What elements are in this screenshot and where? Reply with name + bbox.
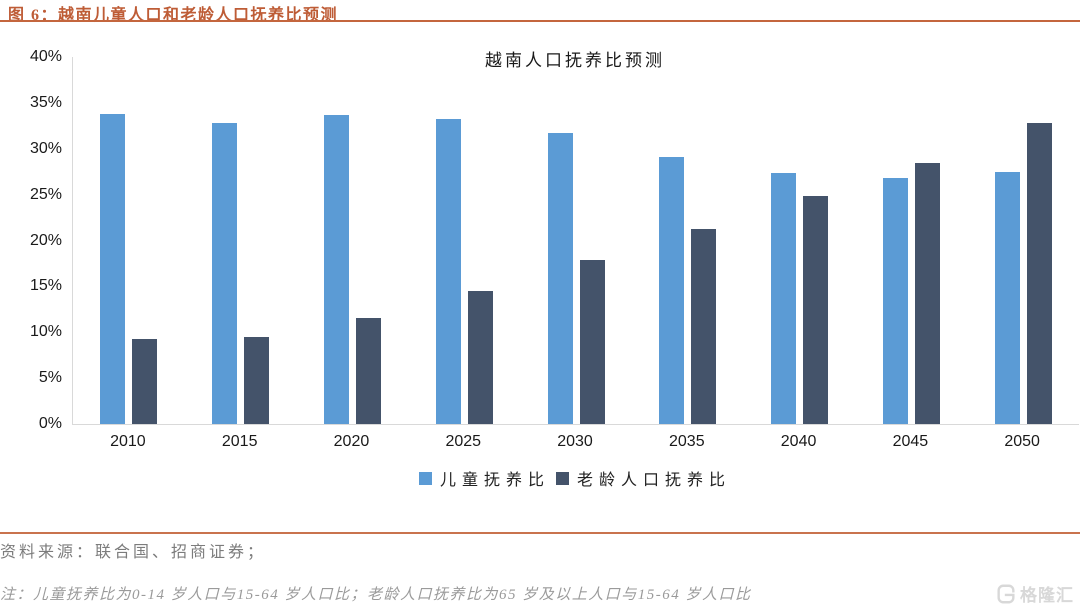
bar-儿童抚养比-2020 [323,115,349,424]
legend-swatch-icon [418,471,432,485]
bar-老龄人口抚养比-2035 [691,229,717,424]
x-tick-label-2015: 2015 [221,433,258,450]
chart-title: 越南人口抚养比预测 [485,51,665,70]
y-tick-label: 15% [29,277,62,294]
bar-group-2025 [408,57,520,424]
bar-group-2010 [73,57,185,424]
x-tick-label-2050: 2050 [1004,433,1040,450]
source-text: 资料来源：联合国、招商证券； [0,544,267,561]
bar-儿童抚养比-2010 [100,114,126,424]
y-tick-label: 20% [29,232,62,249]
bar-儿童抚养比-2030 [547,133,573,424]
x-tick-label-2035: 2035 [669,433,705,450]
x-tick-label-2025: 2025 [445,433,482,450]
legend-item-老龄人口抚养比: 老龄人口抚养比 [556,466,731,490]
bar-儿童抚养比-2050 [994,172,1020,424]
y-axis: 40% 35% 30% 25% 20% 15% 10% 5% 0% [0,48,62,432]
watermark-label: 格隆汇 [1020,586,1074,605]
plot-area [72,57,1079,425]
y-tick-label: 10% [29,323,62,340]
bar-group-2045 [855,57,967,424]
bar-儿童抚养比-2025 [435,119,461,424]
y-tick-label: 35% [29,94,62,111]
bar-老龄人口抚养比-2010 [132,339,158,424]
bar-老龄人口抚养比-2020 [355,318,381,424]
bar-老龄人口抚养比-2040 [803,196,829,424]
x-tick-label-2020: 2020 [333,433,370,450]
y-tick-label: 5% [38,369,62,386]
watermark: 格隆汇 [995,581,1074,606]
x-axis: 2010 2015 2020 2025 2030 2035 2040 2045 2050 [72,433,1078,451]
bar-老龄人口抚养比-2015 [244,337,270,424]
y-tick-label: 0% [38,415,62,432]
bar-儿童抚养比-2035 [659,157,685,424]
gelonghui-logo-icon [997,584,1015,603]
legend-label: 老龄人口抚养比 [577,472,732,489]
note-text: 注：儿童抚养比为0-14 岁人口与15-64 岁人口比；老龄人口抚养比为65 岁… [0,587,752,603]
legend: 儿童抚养比 老龄人口抚养比 [72,466,1078,490]
x-tick-label-2040: 2040 [780,433,817,450]
bar-老龄人口抚养比-2050 [1026,123,1052,424]
bar-group-2030 [520,57,632,424]
figure-caption: 图 6：越南儿童人口和老龄人口抚养比预测 [8,7,339,24]
bar-儿童抚养比-2045 [882,178,908,424]
bar-老龄人口抚养比-2045 [914,163,940,424]
bar-group-2015 [185,57,297,424]
bar-group-2020 [297,57,409,424]
x-tick-label-2030: 2030 [557,433,593,450]
bar-group-2035 [632,57,744,424]
header-rule [0,20,1080,22]
y-tick-label: 30% [29,140,62,157]
bar-老龄人口抚养比-2025 [467,291,493,424]
bar-老龄人口抚养比-2030 [579,260,605,424]
bar-儿童抚养比-2015 [212,123,238,424]
source-rule [0,532,1080,534]
legend-item-儿童抚养比: 儿童抚养比 [418,466,550,490]
y-tick-label: 40% [29,48,62,65]
bar-group-2040 [744,57,856,424]
legend-swatch-icon [556,471,569,485]
x-tick-label-2045: 2045 [892,433,929,450]
legend-label: 儿童抚养比 [439,472,550,489]
y-tick-label: 25% [29,186,62,203]
bar-group-2050 [967,57,1079,424]
bar-儿童抚养比-2040 [771,173,797,424]
x-tick-label-2010: 2010 [110,433,146,450]
